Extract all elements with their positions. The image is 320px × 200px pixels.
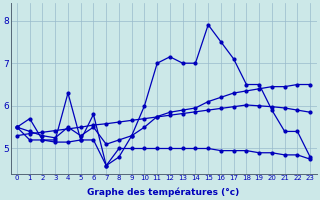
X-axis label: Graphe des températures (°c): Graphe des températures (°c) [87, 187, 240, 197]
